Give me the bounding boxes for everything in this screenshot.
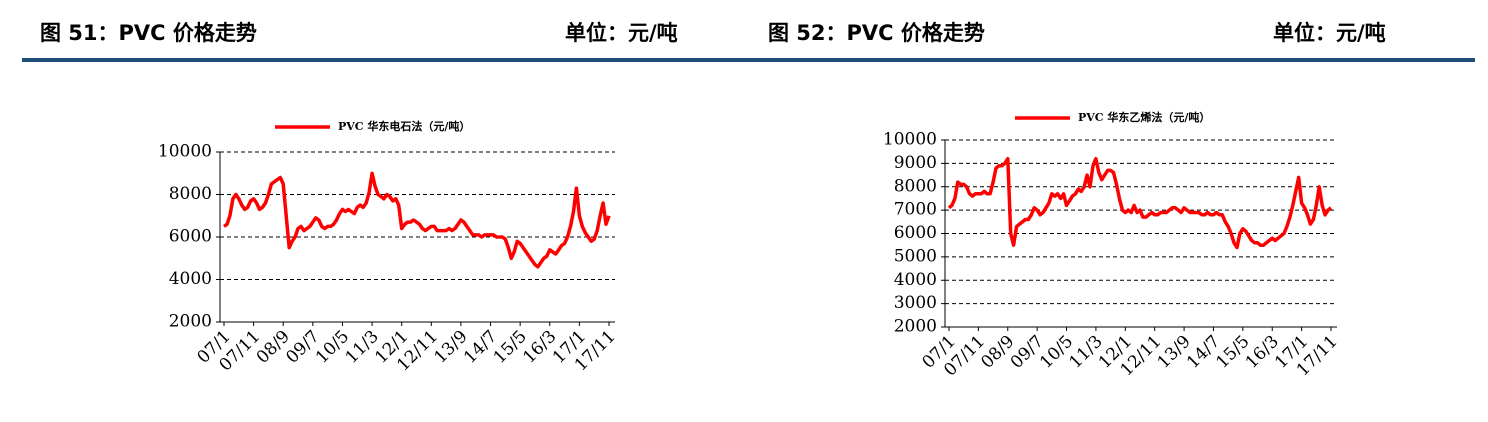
y-tick-label: 6000	[169, 227, 212, 247]
legend-label: PVC 华东乙烯法（元/吨）	[1078, 110, 1210, 124]
y-tick-label: 6000	[894, 223, 937, 243]
y-tick-label: 10000	[158, 142, 212, 162]
y-tick-label: 10000	[883, 130, 937, 150]
unit-label: 单位：元/吨	[565, 21, 678, 45]
y-tick-label: 3000	[894, 293, 937, 313]
chart-title: 图 52：PVC 价格走势	[768, 21, 985, 45]
y-tick-label: 8000	[894, 176, 937, 196]
y-tick-label: 5000	[894, 246, 937, 266]
line-series	[222, 171, 611, 269]
chart-title: 图 51：PVC 价格走势	[40, 21, 257, 45]
y-tick-label: 2000	[894, 317, 937, 337]
y-tick-label: 8000	[169, 184, 212, 204]
y-tick-label: 4000	[169, 269, 212, 289]
legend-label: PVC 华东电石法（元/吨）	[338, 119, 470, 133]
unit-label: 单位：元/吨	[1273, 21, 1386, 45]
y-tick-label: 9000	[894, 153, 937, 173]
y-tick-label: 7000	[894, 200, 937, 220]
y-tick-label: 2000	[169, 312, 212, 332]
y-tick-label: 4000	[894, 270, 937, 290]
line-series	[947, 156, 1333, 250]
